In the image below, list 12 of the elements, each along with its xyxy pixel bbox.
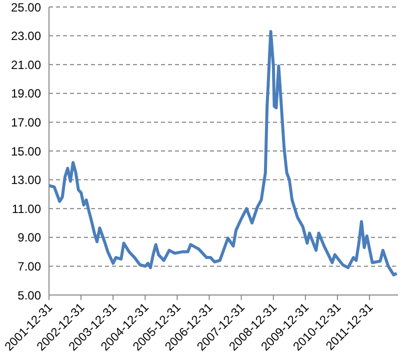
- y-tick-label: 15.00: [10, 144, 42, 158]
- y-tick-label: 13.00: [10, 173, 42, 188]
- y-tick-label: 9.00: [18, 230, 42, 245]
- y-tick-label: 21.00: [10, 58, 42, 72]
- line-series: [49, 30, 398, 276]
- y-tick-label: 23.00: [10, 29, 42, 44]
- y-tick-label: 17.00: [10, 115, 42, 130]
- y-tick-label: 7.00: [18, 259, 42, 274]
- y-tick-label: 25.00: [10, 0, 42, 14]
- y-tick-label: 5.00: [18, 288, 42, 302]
- y-tick-label: 11.00: [12, 202, 42, 216]
- y-tick-label: 19.00: [10, 86, 42, 101]
